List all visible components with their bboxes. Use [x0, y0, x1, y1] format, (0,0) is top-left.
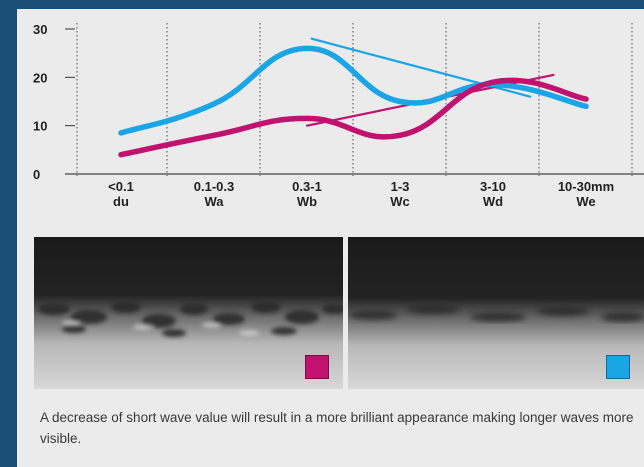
y-tick-label: 10: [33, 119, 47, 134]
series-curve: [118, 77, 589, 158]
y-tick-label: 0: [33, 167, 40, 182]
cyan-swatch: [606, 355, 630, 379]
x-tick-label-range: 1-3: [391, 179, 410, 194]
y-tick-label: 30: [33, 22, 47, 37]
content-panel: 0 10 20 30 <0.1 du 0.1-0.3 Wa 0.3-1 Wb 1-3 Wc 3-10 Wd…: [17, 9, 644, 467]
x-tick-label-code: Wa: [204, 194, 224, 209]
y-tick-label: 20: [33, 70, 47, 85]
x-tick-label-code: We: [576, 194, 595, 209]
magenta-sample-photo: [34, 237, 343, 389]
x-tick-label-range: 3-10: [480, 179, 506, 194]
x-tick-label-range: 10-30mm: [558, 179, 614, 194]
series-curve: [118, 45, 589, 136]
x-tick-label-range: 0.3-1: [292, 179, 322, 194]
chart-axes: 0 10 20 30 <0.1du 0.1-0.3Wa 0.3-1Wb 1-3Wc 3-10Wd…: [33, 22, 644, 209]
chart-grid: [76, 23, 633, 176]
x-tick-label-code: Wc: [390, 194, 410, 209]
x-tick-label-range: <0.1: [108, 179, 134, 194]
x-tick-label-code: Wb: [297, 194, 317, 209]
x-tick-label-range: 0.1-0.3: [194, 179, 234, 194]
x-tick-label-code: du: [113, 194, 129, 209]
caption-text: A decrease of short wave value will resu…: [40, 410, 634, 446]
wave-chart: 0 10 20 30 <0.1du 0.1-0.3Wa 0.3-1Wb 1-3Wc 3-10Wd…: [33, 22, 644, 209]
trend-line: [310, 37, 532, 98]
magenta-swatch: [305, 355, 329, 379]
x-tick-label-code: Wd: [483, 194, 503, 209]
cyan-sample-photo: [348, 237, 644, 389]
chart-series: [118, 37, 589, 158]
